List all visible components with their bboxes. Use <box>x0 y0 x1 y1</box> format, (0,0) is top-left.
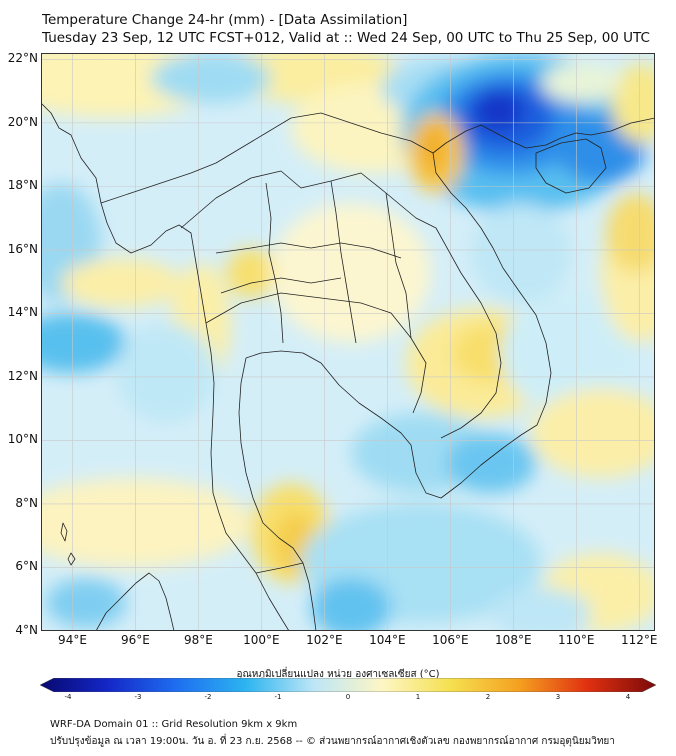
lon-tick-label: 94°E <box>58 633 87 647</box>
lon-tick-label: 96°E <box>121 633 150 647</box>
graticule <box>41 53 655 631</box>
lon-tick-label: 106°E <box>432 633 469 647</box>
lat-tick-label: 10°N <box>7 432 38 447</box>
colorbar-tick-label: 1 <box>415 693 421 701</box>
footer-domain-info: WRF-DA Domain 01 :: Grid Resolution 9km … <box>50 719 298 730</box>
colorbar-tick-label: 4 <box>625 693 631 701</box>
lon-tick-label: 108°E <box>495 633 532 647</box>
colorbar-tick-label: 2 <box>485 693 491 701</box>
colorbar-tick-label: -3 <box>134 693 142 701</box>
lat-tick-label: 20°N <box>7 114 38 129</box>
lat-tick-label: 8°N <box>15 495 38 510</box>
footer-credit: ปรับปรุงข้อมูล ณ เวลา 19:00น. วัน อ. ที่… <box>50 736 615 747</box>
temperature-change-map[interactable] <box>41 53 655 631</box>
colorbar-title: อุณหภูมิเปลี่ยนแปลง หน่วย องศาเซลเซียส (… <box>236 669 440 680</box>
lat-tick-label: 12°N <box>7 368 38 383</box>
lon-tick-label: 102°E <box>306 633 343 647</box>
lon-tick-label: 112°E <box>621 633 658 647</box>
lat-tick-label: 18°N <box>7 178 38 193</box>
colorbar-tick-label: 0 <box>345 693 351 701</box>
colorbar-tick-label: -1 <box>274 693 282 701</box>
lon-tick-label: 110°E <box>558 633 595 647</box>
colorbar-tick-label: -4 <box>64 693 72 701</box>
lat-tick-label: 14°N <box>7 305 38 320</box>
colorbar-tick-label: 3 <box>555 693 561 701</box>
temperature-field <box>41 53 655 631</box>
colorbar-tick-label: -2 <box>204 693 212 701</box>
lat-tick-label: 16°N <box>7 241 38 256</box>
lat-tick-label: 22°N <box>7 51 38 66</box>
lon-tick-label: 104°E <box>369 633 406 647</box>
lon-tick-label: 98°E <box>183 633 213 647</box>
colorbar <box>40 678 656 692</box>
lat-tick-label: 6°N <box>15 559 38 574</box>
coastlines-and-borders <box>41 102 655 631</box>
lon-tick-label: 100°E <box>243 633 280 647</box>
map-title: Temperature Change 24-hr (mm) - [Data As… <box>42 12 408 28</box>
map-subtitle: Tuesday 23 Sep, 12 UTC FCST+012, Valid a… <box>42 30 650 46</box>
lat-tick-label: 4°N <box>15 623 38 637</box>
